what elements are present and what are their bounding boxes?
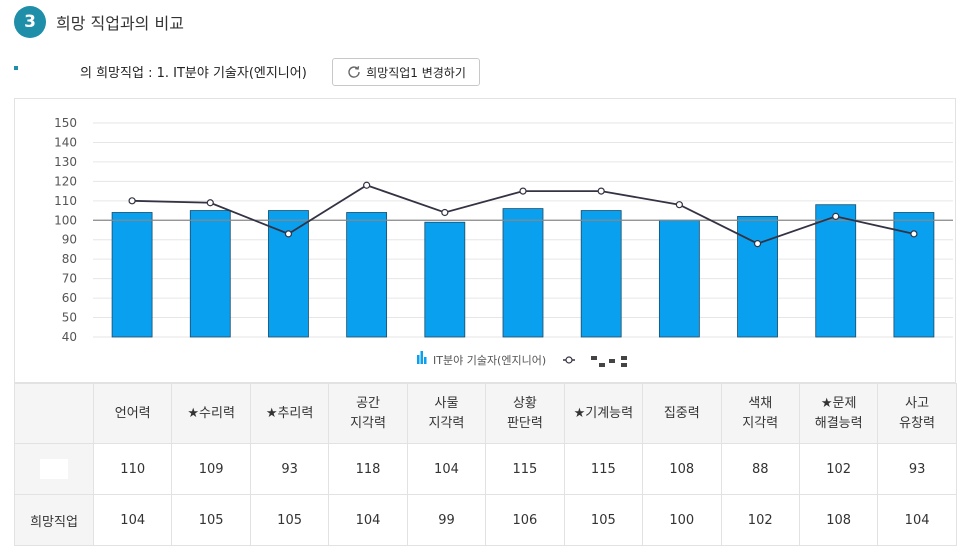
section-header: 3 희망 직업과의 비교 <box>14 6 184 38</box>
table-cell: 104 <box>877 494 957 546</box>
line-point <box>206 199 214 207</box>
table-cell: 106 <box>485 494 565 546</box>
bar <box>111 212 153 338</box>
column-header: ★기계능력 <box>563 383 644 444</box>
legend-bar-icon <box>417 355 420 364</box>
table-cell: 104 <box>328 494 408 546</box>
column-header: 상황 판단력 <box>485 383 565 444</box>
bar <box>580 210 622 338</box>
bullet-marker <box>14 66 18 70</box>
refresh-icon <box>346 64 362 80</box>
legend-bar-icon <box>424 357 427 364</box>
row-label: 희망직업 <box>14 494 94 546</box>
column-header: 사고 유창력 <box>877 383 957 444</box>
line-point <box>519 187 527 195</box>
column-header: ★수리력 <box>171 383 251 444</box>
bar <box>346 212 388 338</box>
section-number-badge: 3 <box>14 6 46 38</box>
result-table: 언어력 ★수리력 ★추리력 공간 지각력 사물 지각력 상황 판단력 ★기계능력… <box>14 383 957 546</box>
y-tick-label: 60 <box>62 291 77 305</box>
table-cell: 102 <box>720 494 800 546</box>
table-row: 110 109 93 118 104 115 115 108 88 102 93 <box>14 443 957 495</box>
comparison-chart: 40 50 60 70 80 90 100 110 120 130 140 150 IT분야 기술자(엔… <box>14 98 956 383</box>
column-header: 공간 지각력 <box>328 383 408 444</box>
bar <box>815 204 857 338</box>
line-point <box>441 208 449 217</box>
line-point <box>128 197 136 205</box>
column-header: 색채 지각력 <box>720 383 800 444</box>
y-tick-label: 130 <box>54 155 77 169</box>
change-job-button[interactable]: 희망직업1 변경하기 <box>332 58 480 86</box>
bar <box>268 210 309 338</box>
legend-redacted-mark <box>621 363 627 367</box>
table-cell: 105 <box>249 494 330 546</box>
table-cell: 108 <box>798 494 879 546</box>
table-cell: 102 <box>798 443 879 495</box>
result-table-wrap: 언어력 ★수리력 ★추리력 공간 지각력 사물 지각력 상황 판단력 ★기계능력… <box>14 383 957 546</box>
table-cell: 93 <box>877 443 957 495</box>
table-cell: 100 <box>642 494 722 546</box>
chart-svg: 40 50 60 70 80 90 100 110 120 130 140 150 IT분야 기술자(엔… <box>54 116 953 367</box>
y-tick-label: 70 <box>62 272 77 286</box>
line-point <box>363 181 371 189</box>
table-row: 희망직업 104 105 105 104 99 106 105 100 102 … <box>14 494 957 546</box>
table-cell: 105 <box>563 494 644 546</box>
column-header: 언어력 <box>92 383 173 444</box>
table-cell: 93 <box>249 443 330 495</box>
table-corner-cell <box>14 383 94 444</box>
legend-bar-icon <box>420 351 423 364</box>
y-tick-label: 80 <box>62 252 77 266</box>
line-point <box>597 187 605 195</box>
table-cell: 118 <box>328 443 408 495</box>
table-header-row: 언어력 ★수리력 ★추리력 공간 지각력 사물 지각력 상황 판단력 ★기계능력… <box>14 383 957 444</box>
legend-redacted-mark <box>599 363 605 367</box>
y-tick-label: 150 <box>54 116 77 130</box>
row-label-blank <box>14 443 94 495</box>
y-tick-label: 110 <box>54 194 77 208</box>
bar <box>189 210 231 338</box>
legend-redacted-mark <box>621 356 627 360</box>
table-cell: 115 <box>563 443 644 495</box>
desired-job-text: 의 희망직업 : 1. IT분야 기술자(엔지니어) <box>80 66 307 81</box>
table-cell: 99 <box>406 494 487 546</box>
column-header: 집중력 <box>642 383 722 444</box>
y-tick-label: 120 <box>54 174 77 188</box>
y-tick-label: 100 <box>54 213 77 227</box>
y-tick-label: 40 <box>62 330 77 344</box>
legend-line-icon <box>565 356 573 364</box>
y-tick-label: 140 <box>54 135 77 149</box>
line-point <box>675 201 683 209</box>
column-header: ★추리력 <box>249 383 330 444</box>
table-cell: 110 <box>92 443 173 495</box>
table-cell: 104 <box>92 494 173 546</box>
table-cell: 105 <box>171 494 251 546</box>
table-cell: 115 <box>485 443 565 495</box>
table-cell: 104 <box>406 443 487 495</box>
table-cell: 108 <box>642 443 722 495</box>
redacted-name-box <box>40 459 68 479</box>
bar <box>502 208 544 338</box>
line-point <box>832 212 840 220</box>
line-point <box>753 240 762 248</box>
bar <box>658 219 700 338</box>
y-tick-label: 90 <box>62 233 77 247</box>
legend-redacted-mark <box>591 356 597 360</box>
column-header: ★문제 해결능력 <box>798 383 879 444</box>
change-job-button-label: 희망직업1 변경하기 <box>366 65 466 80</box>
table-cell: 109 <box>171 443 251 495</box>
legend-label: IT분야 기술자(엔지니어) <box>433 354 546 367</box>
y-tick-label: 50 <box>62 311 77 325</box>
line-point <box>284 230 293 238</box>
bar <box>737 215 778 338</box>
legend-redacted-mark <box>609 359 615 363</box>
section-title: 희망 직업과의 비교 <box>56 14 184 33</box>
bar <box>424 221 466 338</box>
line-point <box>910 230 918 238</box>
column-header: 사물 지각력 <box>406 383 487 444</box>
table-cell: 88 <box>720 443 800 495</box>
